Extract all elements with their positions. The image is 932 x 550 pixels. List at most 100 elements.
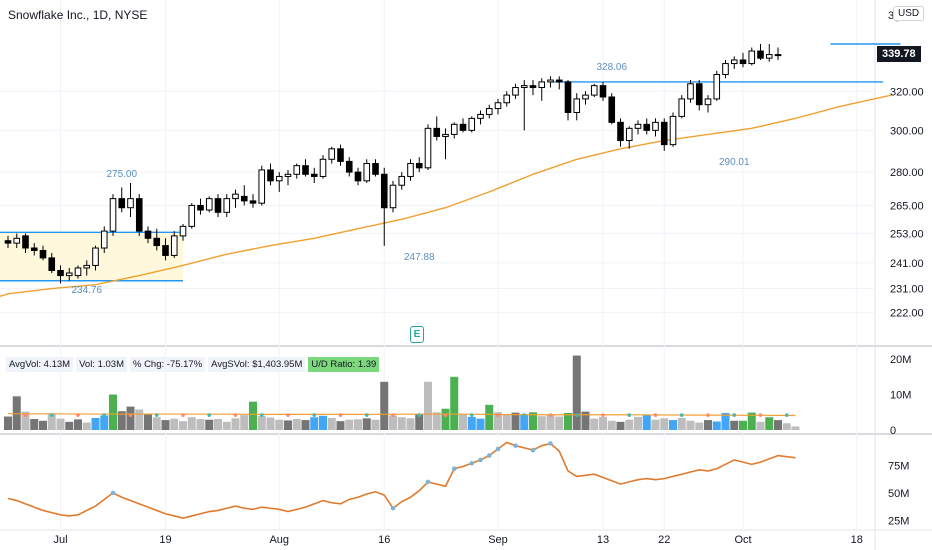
candle <box>687 80 694 103</box>
volume-marker-dot <box>154 413 159 417</box>
candle-body <box>389 184 397 209</box>
candle <box>547 76 554 88</box>
candle-body <box>100 230 108 249</box>
volume-bar <box>502 414 511 430</box>
volume-tick-label: 10M <box>890 390 911 402</box>
volume-bar <box>564 412 572 430</box>
candle <box>328 146 336 164</box>
volume-bar <box>634 416 642 430</box>
candle-body <box>538 81 546 89</box>
volume-marker-dot <box>706 413 710 417</box>
candle-body <box>109 198 117 232</box>
volume-marker-dot <box>627 413 632 417</box>
candle <box>494 98 502 115</box>
candle-body <box>520 85 528 89</box>
volume-bar <box>590 418 599 430</box>
x-tick-label: Oct <box>734 534 751 546</box>
volume-bar <box>450 376 459 430</box>
candle-body <box>722 63 729 76</box>
x-tick-label: 18 <box>851 534 863 546</box>
candle <box>48 252 56 274</box>
candle-body <box>240 195 248 202</box>
volume-bars <box>4 355 800 430</box>
candle <box>135 194 143 236</box>
price-tick-label: 222.00 <box>890 308 924 320</box>
volume-bar <box>774 420 782 430</box>
candle <box>669 112 677 147</box>
candle-body <box>319 158 327 177</box>
candle <box>109 194 117 236</box>
volume-marker-dot <box>679 413 684 417</box>
candle <box>205 196 213 213</box>
candle <box>573 93 581 121</box>
volume-bar <box>459 414 467 430</box>
candle-body <box>223 198 231 213</box>
earnings-icon[interactable]: E <box>410 326 424 343</box>
volume-marker-dot <box>391 413 395 417</box>
candle <box>407 159 414 181</box>
volume-marker-dot <box>312 413 317 417</box>
candle-body <box>30 247 38 251</box>
volume-bar <box>82 422 91 430</box>
volume-average-line <box>7 413 796 417</box>
candle-body <box>415 163 423 169</box>
volume-bar <box>161 420 170 430</box>
candle <box>22 233 29 253</box>
candle <box>459 118 467 133</box>
volume-marker-dot <box>732 413 737 417</box>
candle-body <box>590 85 598 96</box>
volume-bar <box>231 418 240 430</box>
volume-bar <box>179 421 187 430</box>
avg-vol-label: AvgVol: 4.13M <box>6 357 74 372</box>
volume-bar <box>765 417 774 430</box>
candle-body <box>695 83 703 106</box>
candle <box>590 83 598 97</box>
candle-body <box>477 113 484 119</box>
volume-marker-dot <box>181 413 185 417</box>
volume-bar <box>791 426 800 430</box>
volume-bar <box>616 421 625 430</box>
volume-marker-dot <box>548 413 553 417</box>
price-annotation: 328.06 <box>596 62 627 73</box>
x-tick-label: Aug <box>269 534 289 546</box>
volume-bar <box>152 417 161 430</box>
volume-bar <box>249 401 257 430</box>
currency-badge[interactable]: USD <box>893 6 925 21</box>
candle <box>100 226 108 253</box>
volume-bar <box>406 418 415 430</box>
candle <box>678 95 686 119</box>
candle-body <box>13 237 21 244</box>
volume-bar <box>266 417 275 430</box>
volume-bar <box>424 381 432 430</box>
candle-body <box>582 94 589 100</box>
candle <box>65 267 73 281</box>
candle <box>529 80 537 96</box>
rs-tick-label: 75M <box>888 460 909 472</box>
candle-body <box>468 117 476 131</box>
candle <box>83 260 91 276</box>
rs-highlight-point <box>513 443 518 448</box>
volume-tick-label: 20M <box>890 354 911 366</box>
candle <box>520 80 528 131</box>
candle <box>223 194 231 217</box>
volume-bar <box>782 423 791 430</box>
moving-average-line <box>0 94 892 297</box>
candle <box>345 157 353 177</box>
candle <box>354 167 362 186</box>
candle-body <box>494 102 502 110</box>
candle <box>74 265 82 279</box>
volume-bar <box>345 419 354 430</box>
volume-bar <box>441 408 450 430</box>
candle <box>284 169 292 186</box>
volume-marker-dot <box>364 413 369 417</box>
candle <box>30 243 38 256</box>
candle-body <box>302 165 309 175</box>
candle <box>275 172 283 192</box>
volume-bar <box>432 412 441 430</box>
candle-body <box>188 204 196 227</box>
volume-bar <box>572 355 581 430</box>
candle-body <box>407 163 414 177</box>
volume-bar <box>529 412 537 430</box>
candle <box>477 110 484 125</box>
candle-body <box>345 160 353 173</box>
